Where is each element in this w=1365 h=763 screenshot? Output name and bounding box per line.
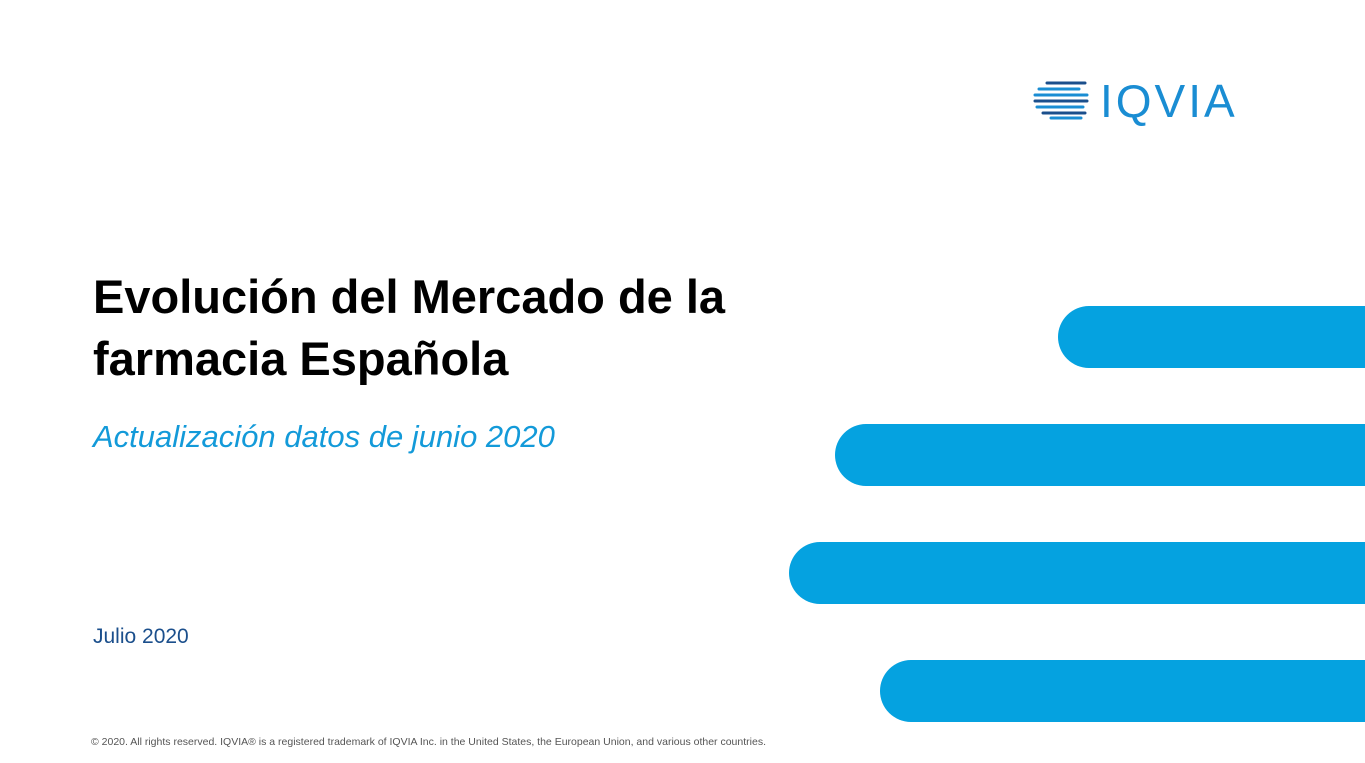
decorative-stripe: [1058, 306, 1365, 368]
logo-wordmark: IQVIA: [1100, 75, 1238, 127]
decorative-stripe: [835, 424, 1365, 486]
slide-date: Julio 2020: [93, 625, 189, 648]
copyright-footer: © 2020. All rights reserved. IQVIA® is a…: [91, 736, 766, 748]
slide-title: Evolución del Mercado de la farmacia Esp…: [93, 270, 726, 385]
iqvia-logo: IQVIA: [1033, 75, 1288, 127]
decorative-stripe: [880, 660, 1365, 722]
decorative-stripe: [789, 542, 1365, 604]
iqvia-stripes-logo-icon: [1033, 81, 1089, 120]
slide-subtitle: Actualización datos de junio 2020: [93, 419, 555, 454]
